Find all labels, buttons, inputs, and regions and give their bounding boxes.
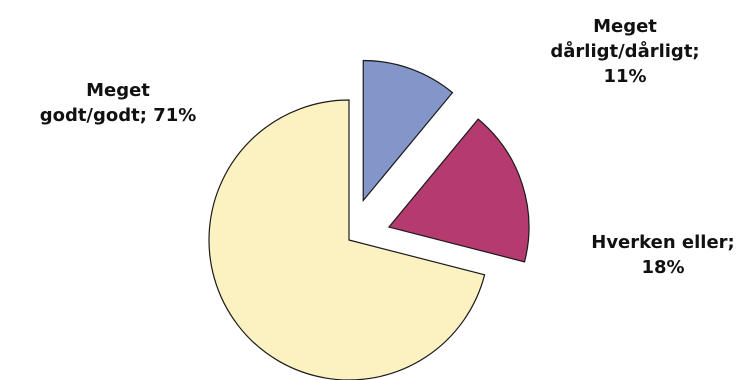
pie-label-line: Meget [593, 16, 657, 37]
pie-label-line: dårligt/dårligt; [550, 40, 699, 62]
pie-label-line: Meget [86, 80, 150, 101]
pie-label-line: 11% [603, 66, 646, 87]
pie-label: Meget godt/godt; 71% [40, 80, 197, 126]
pie-label-line: Hverken eller; [591, 232, 735, 253]
pie-label: Meget dårligt/dårligt; 11% [550, 16, 699, 87]
pie-slice-hverken-eller [387, 118, 530, 263]
pie-labels: Meget dårligt/dårligt; 11% Hverken eller; 18… [40, 16, 735, 278]
pie-slice-meget-godt-godt [208, 99, 486, 380]
pie-label: Hverken eller; 18% [591, 232, 735, 278]
pie-slices [208, 59, 530, 380]
pie-label-line: godt/godt; 71% [40, 105, 197, 126]
pie-slice-meget-dårligt-dårligt [362, 59, 454, 203]
pie-label-line: 18% [641, 257, 684, 278]
